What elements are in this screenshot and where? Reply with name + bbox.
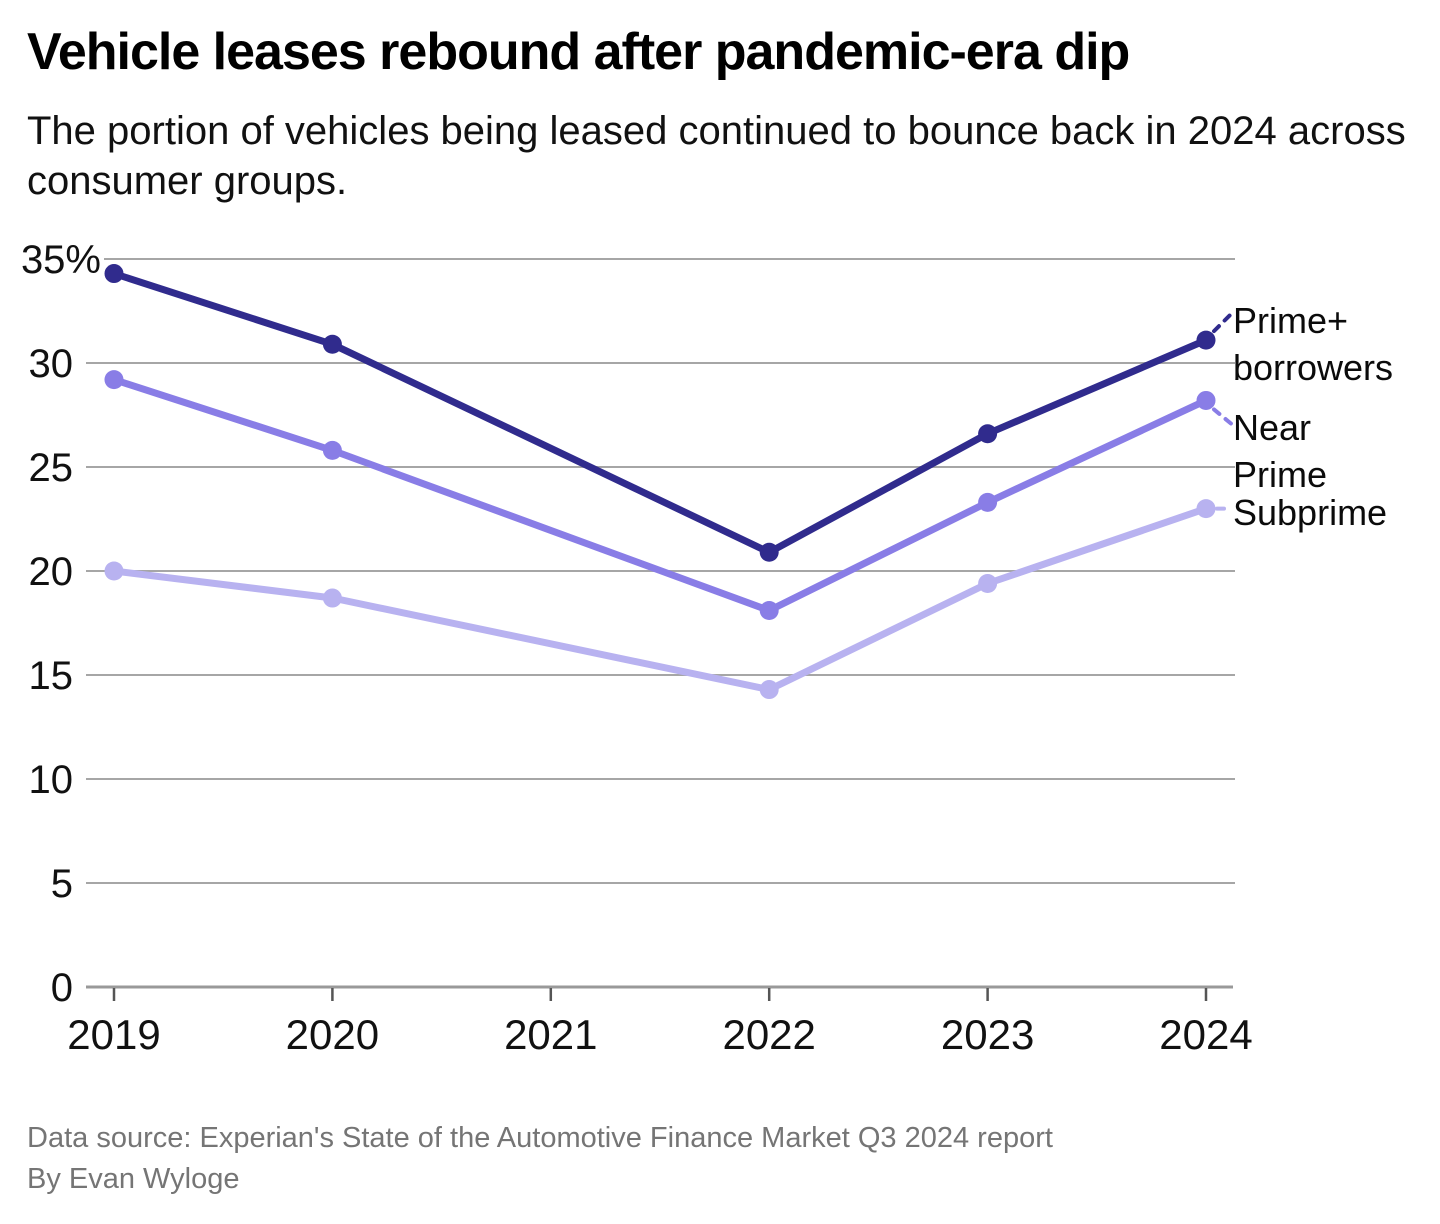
- data-point: [1196, 390, 1216, 410]
- series-label-line: Prime: [1233, 454, 1328, 495]
- y-axis-label: 0: [51, 966, 73, 1010]
- y-axis-label: 35%: [21, 238, 101, 282]
- x-axis-label: 2021: [504, 1011, 597, 1058]
- data-point: [759, 680, 779, 700]
- source-note: Data source: Experian's State of the Aut…: [27, 1118, 1053, 1200]
- data-point: [322, 588, 342, 608]
- series-line-0: [110, 270, 1210, 556]
- data-point: [322, 334, 342, 354]
- data-point: [978, 424, 998, 444]
- source-line: Data source: Experian's State of the Aut…: [27, 1122, 1053, 1154]
- label-leader-line: [1212, 407, 1234, 427]
- series-label-near-prime: Near Prime: [1233, 404, 1327, 498]
- x-axis-label: 2020: [286, 1011, 379, 1058]
- series-line-2: [110, 505, 1210, 694]
- data-point: [759, 542, 779, 562]
- series-label-line: Near: [1233, 407, 1312, 448]
- series-label-prime-plus: Prime+ borrowers: [1233, 297, 1393, 391]
- data-point: [322, 440, 342, 460]
- data-point: [978, 492, 998, 512]
- y-axis-label: 25: [29, 446, 74, 490]
- byline: By Evan Wyloge: [27, 1163, 240, 1195]
- series-line-1: [110, 376, 1210, 614]
- data-point: [1196, 499, 1216, 519]
- chart-subtitle: The portion of vehicles being leased con…: [27, 109, 1406, 203]
- y-axis-label: 20: [29, 550, 74, 594]
- data-point: [104, 264, 124, 284]
- y-axis-label: 10: [29, 758, 74, 802]
- x-axis-label: 2019: [67, 1011, 160, 1058]
- data-point: [1196, 330, 1216, 350]
- series-label-line: Prime+: [1233, 300, 1349, 341]
- y-axis-label: 5: [51, 862, 73, 906]
- label-leader-line: [1212, 310, 1235, 334]
- x-axis-label: 2024: [1159, 1011, 1252, 1058]
- data-point: [104, 370, 124, 390]
- data-point: [978, 573, 998, 593]
- data-point: [759, 601, 779, 621]
- x-axis-label: 2022: [722, 1011, 815, 1058]
- x-axis-label: 2023: [941, 1011, 1034, 1058]
- series-label-subprime: Subprime: [1233, 489, 1387, 536]
- chart-title: Vehicle leases rebound after pandemic-er…: [27, 23, 1130, 81]
- y-axis-label: 30: [29, 342, 74, 386]
- y-axis-label: 15: [29, 654, 74, 698]
- series-label-line: Subprime: [1233, 492, 1388, 533]
- series-label-line: borrowers: [1233, 347, 1394, 388]
- data-point: [104, 561, 124, 581]
